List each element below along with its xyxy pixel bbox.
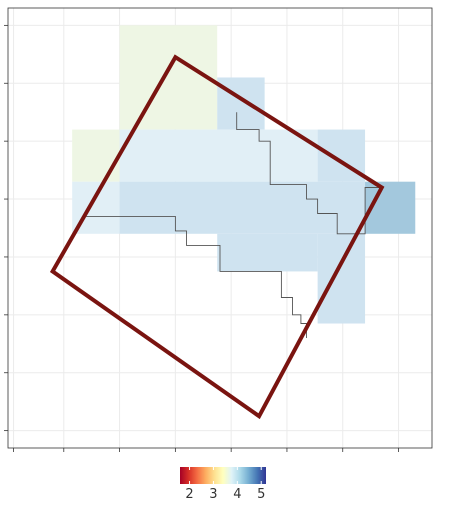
legend-tick-label: 5 xyxy=(257,487,265,502)
axis-ticks xyxy=(4,24,399,452)
legend-tick-label: 3 xyxy=(209,487,217,502)
panel-border xyxy=(7,7,433,449)
outline-polygon-layer xyxy=(49,54,385,420)
legend-colorbar xyxy=(180,467,266,484)
legend-tick-label: 4 xyxy=(233,487,241,502)
heatmap-cell xyxy=(72,129,120,182)
heatmap-cell xyxy=(119,129,318,182)
heatmap-cell xyxy=(365,181,416,234)
heatmap-cell xyxy=(217,77,265,130)
heatmap-cells xyxy=(72,25,416,324)
stair-line xyxy=(86,215,307,338)
heatmap-cell xyxy=(119,181,366,234)
legend-tick-label: 2 xyxy=(185,487,193,502)
outline-polygon xyxy=(49,54,385,420)
heatmap-cell xyxy=(317,233,366,324)
legend: 2 3 4 5 xyxy=(180,467,266,502)
heatmap-cell xyxy=(217,233,318,272)
heatmap-cell xyxy=(119,25,218,130)
